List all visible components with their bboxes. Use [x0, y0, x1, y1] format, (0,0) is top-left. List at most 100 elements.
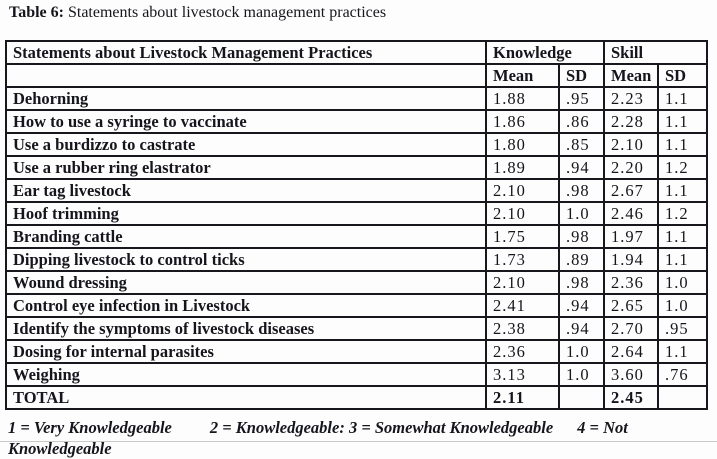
group-header-row: Statements about Livestock Management Pr… — [5, 40, 709, 65]
table-footer: TOTAL 2.11 2.45 — [5, 385, 709, 410]
skill-sd-cell: 1.1 — [656, 132, 709, 157]
table-row: Use a rubber ring elastrator 1.89 .94 2.… — [5, 155, 709, 180]
skill-mean-cell: 2.10 — [603, 132, 659, 157]
knowledge-sd-cell: .89 — [558, 247, 605, 272]
table-row: Wound dressing 2.10 .98 2.36 1.0 — [5, 270, 709, 295]
skill-mean-cell: 2.67 — [603, 178, 659, 203]
skill-mean-cell: 2.28 — [603, 109, 659, 134]
knowledge-mean-cell: 2.38 — [485, 316, 560, 341]
table-row: How to use a syringe to vaccinate 1.86 .… — [5, 109, 709, 134]
skill-sd-cell: 1.1 — [656, 224, 709, 249]
knowledge-sd-cell: .94 — [558, 293, 605, 318]
skill-mean-cell: 2.65 — [603, 293, 659, 318]
statements-column-header: Statements about Livestock Management Pr… — [5, 40, 487, 65]
statement-cell: Dehorning — [5, 86, 487, 111]
skill-sd-cell: 1.1 — [656, 178, 709, 203]
knowledge-sd-cell: .86 — [558, 109, 605, 134]
statement-cell: Weighing — [5, 362, 487, 387]
livestock-practices-table: Statements about Livestock Management Pr… — [5, 40, 709, 410]
skill-mean-cell: 2.46 — [603, 201, 659, 226]
knowledge-mean-cell: 1.73 — [485, 247, 560, 272]
skill-sd-header: SD — [656, 63, 709, 88]
skill-sd-cell: .76 — [656, 362, 709, 387]
knowledge-mean-cell: 2.10 — [485, 201, 560, 226]
knowledge-sd-cell: .95 — [558, 86, 605, 111]
statement-cell: Identify the symptoms of livestock disea… — [5, 316, 487, 341]
skill-sd-cell: 1.2 — [656, 155, 709, 180]
table-row: Weighing 3.13 1.0 3.60 .76 — [5, 362, 709, 387]
table-row: Dehorning 1.88 .95 2.23 1.1 — [5, 86, 709, 111]
statement-cell: Dipping livestock to control ticks — [5, 247, 487, 272]
skill-mean-cell: 2.23 — [603, 86, 659, 111]
skill-mean-cell: 2.20 — [603, 155, 659, 180]
statement-cell: Wound dressing — [5, 270, 487, 295]
statement-cell: Branding cattle — [5, 224, 487, 249]
knowledge-sd-cell: 1.0 — [558, 201, 605, 226]
statement-cell: Ear tag livestock — [5, 178, 487, 203]
knowledge-sd-cell: .98 — [558, 178, 605, 203]
table-row: Identify the symptoms of livestock disea… — [5, 316, 709, 341]
knowledge-sd-cell: .98 — [558, 224, 605, 249]
knowledge-mean-header: Mean — [485, 63, 560, 88]
skill-mean-header: Mean — [603, 63, 659, 88]
total-skill-mean: 2.45 — [603, 385, 659, 410]
skill-sd-cell: 1.1 — [656, 339, 709, 364]
table-body: Dehorning 1.88 .95 2.23 1.1 How to use a… — [5, 86, 709, 387]
table-caption-text: Statements about livestock management pr… — [63, 4, 387, 21]
table-row: Use a burdizzo to castrate 1.80 .85 2.10… — [5, 132, 709, 157]
knowledge-sd-cell: 1.0 — [558, 362, 605, 387]
knowledge-sd-cell: .98 — [558, 270, 605, 295]
skill-sd-cell: 1.0 — [656, 270, 709, 295]
statement-cell: Use a burdizzo to castrate — [5, 132, 487, 157]
skill-sd-cell: 1.1 — [656, 86, 709, 111]
skill-sd-cell: 1.1 — [656, 247, 709, 272]
knowledge-mean-cell: 1.88 — [485, 86, 560, 111]
scale-footnote-part-2: 2 = Knowledgeable: 3 = Somewhat Knowledg… — [209, 418, 554, 437]
statement-cell: How to use a syringe to vaccinate — [5, 109, 487, 134]
table-row: Dipping livestock to control ticks 1.73 … — [5, 247, 709, 272]
knowledge-mean-cell: 2.41 — [485, 293, 560, 318]
knowledge-mean-cell: 2.10 — [485, 178, 560, 203]
knowledge-group-header: Knowledge — [485, 40, 605, 65]
statement-cell: Use a rubber ring elastrator — [5, 155, 487, 180]
skill-sd-cell: 1.0 — [656, 293, 709, 318]
table-caption: Table 6: Statements about livestock mana… — [9, 3, 717, 23]
skill-mean-cell: 1.94 — [603, 247, 659, 272]
knowledge-mean-cell: 3.13 — [485, 362, 560, 387]
total-knowledge-mean: 2.11 — [485, 385, 560, 410]
total-knowledge-sd — [558, 385, 605, 410]
skill-mean-cell: 2.36 — [603, 270, 659, 295]
table-row: Dosing for internal parasites 2.36 1.0 2… — [5, 339, 709, 364]
table-row: Control eye infection in Livestock 2.41 … — [5, 293, 709, 318]
table-row: Hoof trimming 2.10 1.0 2.46 1.2 — [5, 201, 709, 226]
table-header: Statements about Livestock Management Pr… — [5, 40, 709, 88]
skill-mean-cell: 2.70 — [603, 316, 659, 341]
skill-sd-cell: 1.1 — [656, 109, 709, 134]
knowledge-mean-cell: 1.80 — [485, 132, 560, 157]
total-row: TOTAL 2.11 2.45 — [5, 385, 709, 410]
skill-group-header: Skill — [602, 40, 709, 65]
skill-sd-cell: 1.2 — [656, 201, 709, 226]
empty-header-cell — [5, 63, 487, 88]
skill-mean-cell: 3.60 — [603, 362, 659, 387]
knowledge-mean-cell: 1.86 — [485, 109, 560, 134]
knowledge-sd-cell: 1.0 — [558, 339, 605, 364]
skill-mean-cell: 2.64 — [603, 339, 659, 364]
total-label: TOTAL — [5, 385, 487, 410]
skill-sd-cell: .95 — [656, 316, 709, 341]
statement-cell: Hoof trimming — [5, 201, 487, 226]
knowledge-mean-cell: 2.36 — [485, 339, 560, 364]
knowledge-sd-cell: .94 — [558, 155, 605, 180]
knowledge-mean-cell: 2.10 — [485, 270, 560, 295]
page-bottom-rule — [0, 441, 717, 442]
total-skill-sd — [656, 385, 709, 410]
statement-cell: Dosing for internal parasites — [5, 339, 487, 364]
table-caption-number: Table 6: — [9, 4, 64, 21]
knowledge-mean-cell: 1.89 — [485, 155, 560, 180]
table-row: Ear tag livestock 2.10 .98 2.67 1.1 — [5, 178, 709, 203]
knowledge-sd-cell: .94 — [558, 316, 605, 341]
statement-cell: Control eye infection in Livestock — [5, 293, 487, 318]
knowledge-sd-cell: .85 — [558, 132, 605, 157]
knowledge-sd-header: SD — [558, 63, 605, 88]
sub-header-row: Mean SD Mean SD — [5, 63, 709, 88]
